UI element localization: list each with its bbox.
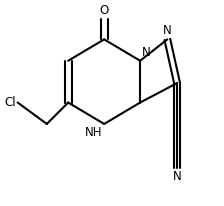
- Text: N: N: [142, 46, 151, 59]
- Text: Cl: Cl: [4, 96, 16, 109]
- Text: O: O: [99, 4, 109, 17]
- Text: N: N: [163, 25, 172, 37]
- Text: NH: NH: [85, 126, 102, 139]
- Text: N: N: [173, 170, 181, 183]
